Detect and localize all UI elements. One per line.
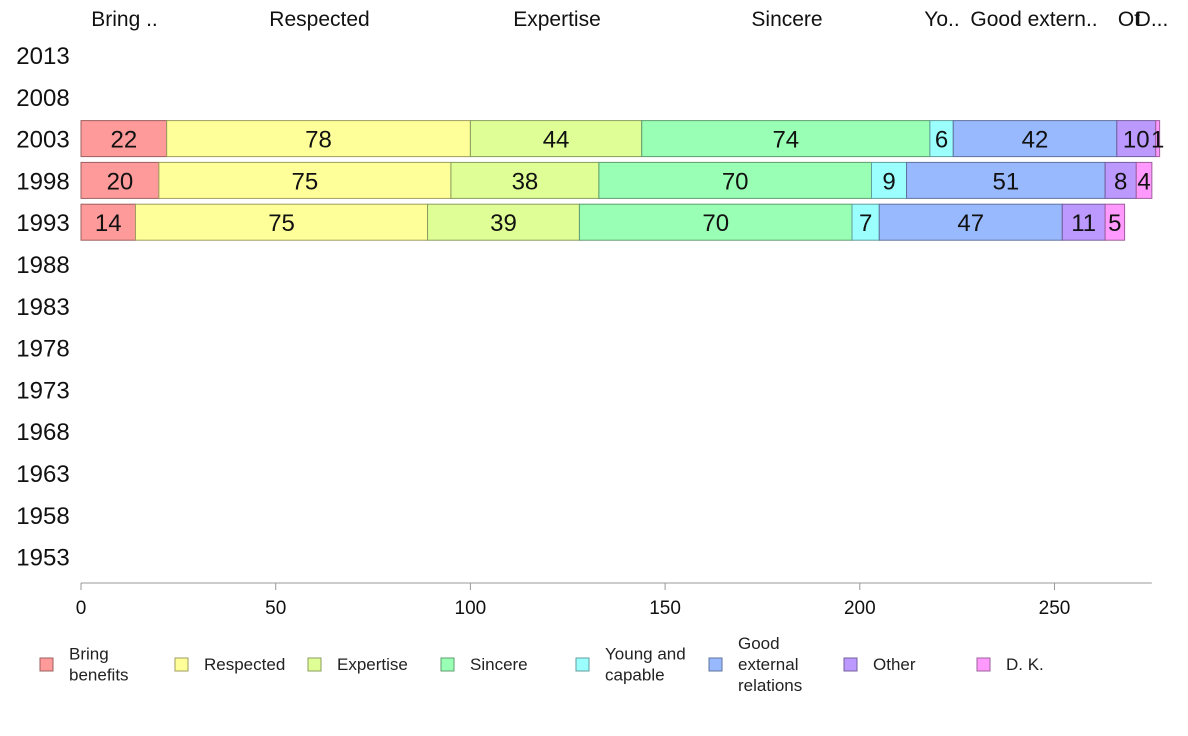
year-label: 1958	[16, 503, 69, 530]
legend-swatch	[174, 657, 189, 672]
x-tick-label: 150	[649, 598, 681, 619]
bar-segment	[1061, 203, 1106, 241]
bar-segment	[1135, 161, 1153, 199]
data-label: 10	[1123, 127, 1150, 154]
bar-segment	[1155, 120, 1161, 158]
legend-label: Other	[873, 655, 916, 674]
legend-swatch	[307, 657, 322, 672]
bars-layer	[80, 120, 1161, 241]
data-label: 22	[110, 127, 137, 154]
x-tick-label: 0	[76, 598, 87, 619]
legend-swatch	[39, 657, 54, 672]
data-label: 7	[859, 210, 872, 237]
bar-segment	[952, 120, 1118, 158]
legend-label: Respected	[204, 655, 285, 674]
segment-labels-layer: 22 78 44 74 6 42 10 1 20 75 38 70 9 51 8 4 14 75 39 70 7 47 11…	[95, 127, 1164, 238]
legend-label: capable	[605, 666, 665, 685]
column-header-label: D...	[1136, 8, 1169, 31]
column-header-label: Respected	[269, 8, 369, 31]
column-header-label: Bring ..	[91, 8, 158, 31]
bar-segment	[1116, 120, 1157, 158]
legend-label: D. K.	[1006, 655, 1044, 674]
legend-label: Bring	[69, 645, 109, 664]
data-label: 20	[107, 168, 134, 195]
bar-segment	[166, 120, 471, 158]
bar-segment	[851, 203, 880, 241]
legend-swatch	[440, 657, 455, 672]
data-label: 38	[512, 168, 539, 195]
x-tick-label: 100	[455, 598, 487, 619]
year-axis-labels: 2013 2008 2003 1998 1993 1988 1983 1978 1973 1968…	[16, 43, 69, 572]
bar-segment	[135, 203, 429, 241]
year-label: 2013	[16, 43, 69, 70]
bar-segment	[598, 161, 872, 199]
x-tick-label: 250	[1039, 598, 1071, 619]
legend-label: relations	[738, 676, 802, 695]
bar-segment	[578, 203, 853, 241]
data-label: 11	[1071, 210, 1096, 237]
data-label: 39	[490, 210, 517, 237]
legend: Bring benefits Respected Expertise Sincere Yo…	[39, 634, 1044, 695]
bar-segment	[870, 161, 908, 199]
year-label: 1973	[16, 377, 69, 404]
legend-label: benefits	[69, 666, 129, 685]
year-label: 1978	[16, 336, 69, 363]
year-label: 1983	[16, 294, 69, 321]
data-label: 42	[1022, 127, 1049, 154]
year-label: 2003	[16, 127, 69, 154]
legend-swatch	[575, 657, 590, 672]
data-label: 51	[992, 168, 1019, 195]
year-label: 1963	[16, 461, 69, 488]
column-header-label: Yo..	[924, 8, 959, 31]
data-label: 5	[1108, 210, 1121, 237]
column-header-label: Expertise	[513, 8, 601, 31]
data-label: 47	[957, 210, 984, 237]
year-label: 1953	[16, 545, 69, 572]
column-header-label: Good extern..	[970, 8, 1097, 31]
bar-segment	[906, 161, 1106, 199]
legend-swatch	[708, 657, 723, 672]
legend-swatch	[843, 657, 858, 672]
year-label: 1998	[16, 168, 69, 195]
year-label: 1993	[16, 210, 69, 237]
year-label: 2008	[16, 85, 69, 112]
bar-segment	[80, 203, 137, 241]
data-label: 9	[882, 168, 895, 195]
legend-swatch	[976, 657, 991, 672]
data-label: 6	[935, 127, 948, 154]
column-header-labels: Bring .. Respected Expertise Sincere Yo.. Goo…	[91, 8, 1168, 31]
data-label: 44	[543, 127, 570, 154]
legend-label: external	[738, 655, 798, 674]
data-label: 74	[772, 127, 799, 154]
data-label: 75	[268, 210, 295, 237]
bar-segment	[878, 203, 1063, 241]
data-label: 78	[305, 127, 332, 154]
bar-segment	[1104, 203, 1126, 241]
legend-label: Expertise	[337, 655, 408, 674]
bar-segment	[158, 161, 452, 199]
legend-label: Young and	[605, 645, 686, 664]
year-label: 1988	[16, 252, 69, 279]
x-axis: 0 50 100 150 200 250	[76, 582, 1152, 619]
data-label: 75	[292, 168, 319, 195]
data-label: 1	[1151, 127, 1164, 154]
data-label: 8	[1114, 168, 1127, 195]
x-tick-label: 200	[844, 598, 876, 619]
bar-segment	[427, 203, 580, 241]
legend-label: Sincere	[470, 655, 528, 674]
column-header-label: Sincere	[751, 8, 822, 31]
data-label: 4	[1137, 168, 1150, 195]
data-label: 14	[95, 210, 122, 237]
column-header-label: Ot	[1118, 8, 1140, 31]
bar-segment	[80, 161, 160, 199]
year-label: 1968	[16, 419, 69, 446]
bar-segment	[1104, 161, 1137, 199]
bar-segment	[450, 161, 600, 199]
x-tick-label: 50	[265, 598, 286, 619]
data-label: 70	[722, 168, 749, 195]
data-label: 70	[702, 210, 729, 237]
legend-label: Good	[738, 634, 780, 653]
